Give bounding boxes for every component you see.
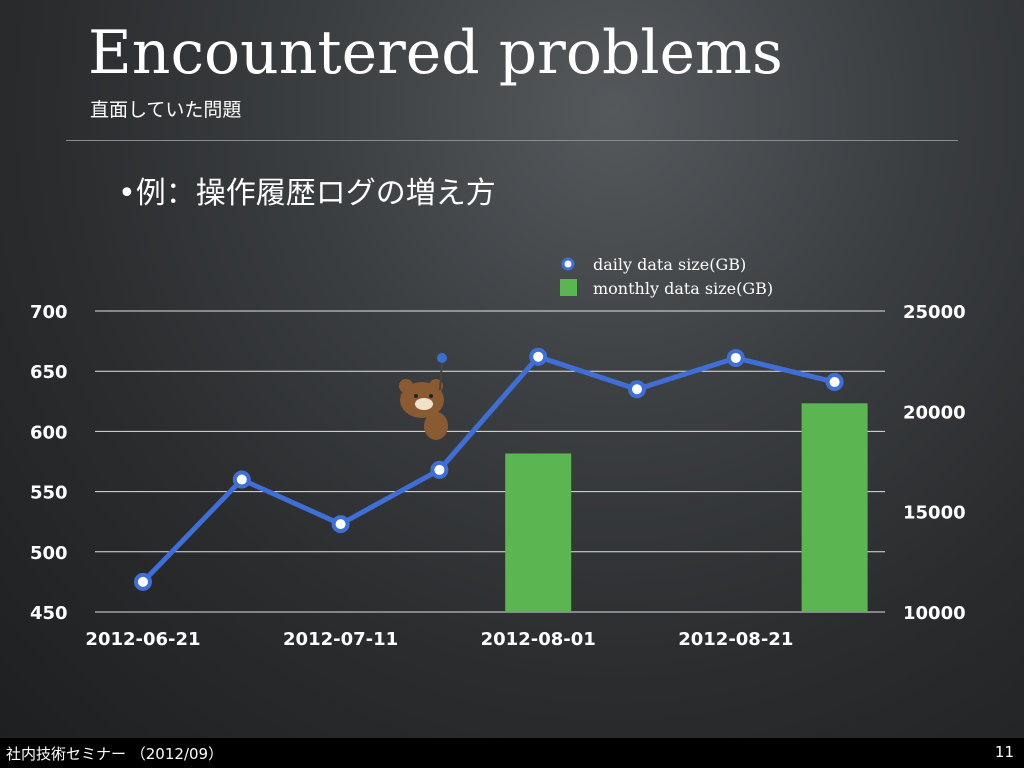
- daily-point: [331, 515, 350, 534]
- daily-point: [134, 572, 152, 591]
- daily-point: [529, 347, 548, 366]
- monthly-bar: [505, 453, 572, 612]
- footer-bar: 社内技術セミナー （2012/09） 11: [0, 738, 1024, 768]
- x-tick-label: 2012-06-21: [85, 629, 200, 650]
- y-right-tick-label: 10000: [903, 603, 966, 624]
- page-number: 11: [994, 743, 1014, 761]
- bullet-point: •例：操作履歴ログの増え方: [118, 176, 496, 211]
- y-left-tick-label: 450: [30, 603, 68, 624]
- legend-line-marker: [561, 257, 575, 271]
- y-right-tick-label: 25000: [903, 302, 966, 323]
- slide-subtitle: 直面していた問題: [90, 99, 242, 121]
- y-left-tick-label: 650: [30, 362, 68, 383]
- footer-seminar-label: 社内技術セミナー （2012/09）: [6, 745, 224, 763]
- daily-point: [726, 348, 745, 367]
- legend-bar-marker: [560, 279, 577, 296]
- slide-title: Encountered problems: [88, 18, 783, 88]
- x-tick-label: 2012-07-11: [283, 629, 398, 650]
- x-tick-label: 2012-08-21: [678, 629, 793, 650]
- y-left-tick-label: 600: [30, 422, 68, 443]
- daily-point: [232, 470, 251, 489]
- daily-line: [141, 354, 836, 584]
- daily-point: [628, 380, 646, 399]
- y-left-tick-label: 500: [30, 543, 68, 564]
- daily-point: [825, 373, 844, 392]
- legend-daily-label: daily data size(GB): [593, 255, 746, 274]
- slide: Encountered problems 直面していた問題 •例：操作履歴ログの…: [0, 0, 1024, 738]
- y-right-tick-label: 15000: [903, 503, 966, 524]
- y-left-tick-label: 550: [30, 483, 68, 504]
- y-left-tick-label: 700: [30, 302, 68, 323]
- combo-chart: 450 500 550 600 650 700 10000 15000 20000 25000 20…: [30, 255, 966, 650]
- daily-point: [430, 460, 449, 479]
- x-tick-label: 2012-08-01: [481, 629, 596, 650]
- title-divider: [66, 140, 958, 141]
- y-right-tick-label: 20000: [903, 402, 966, 423]
- bear-mascot-icon: [399, 353, 448, 440]
- monthly-bar: [801, 403, 868, 612]
- legend-monthly-label: monthly data size(GB): [593, 279, 773, 298]
